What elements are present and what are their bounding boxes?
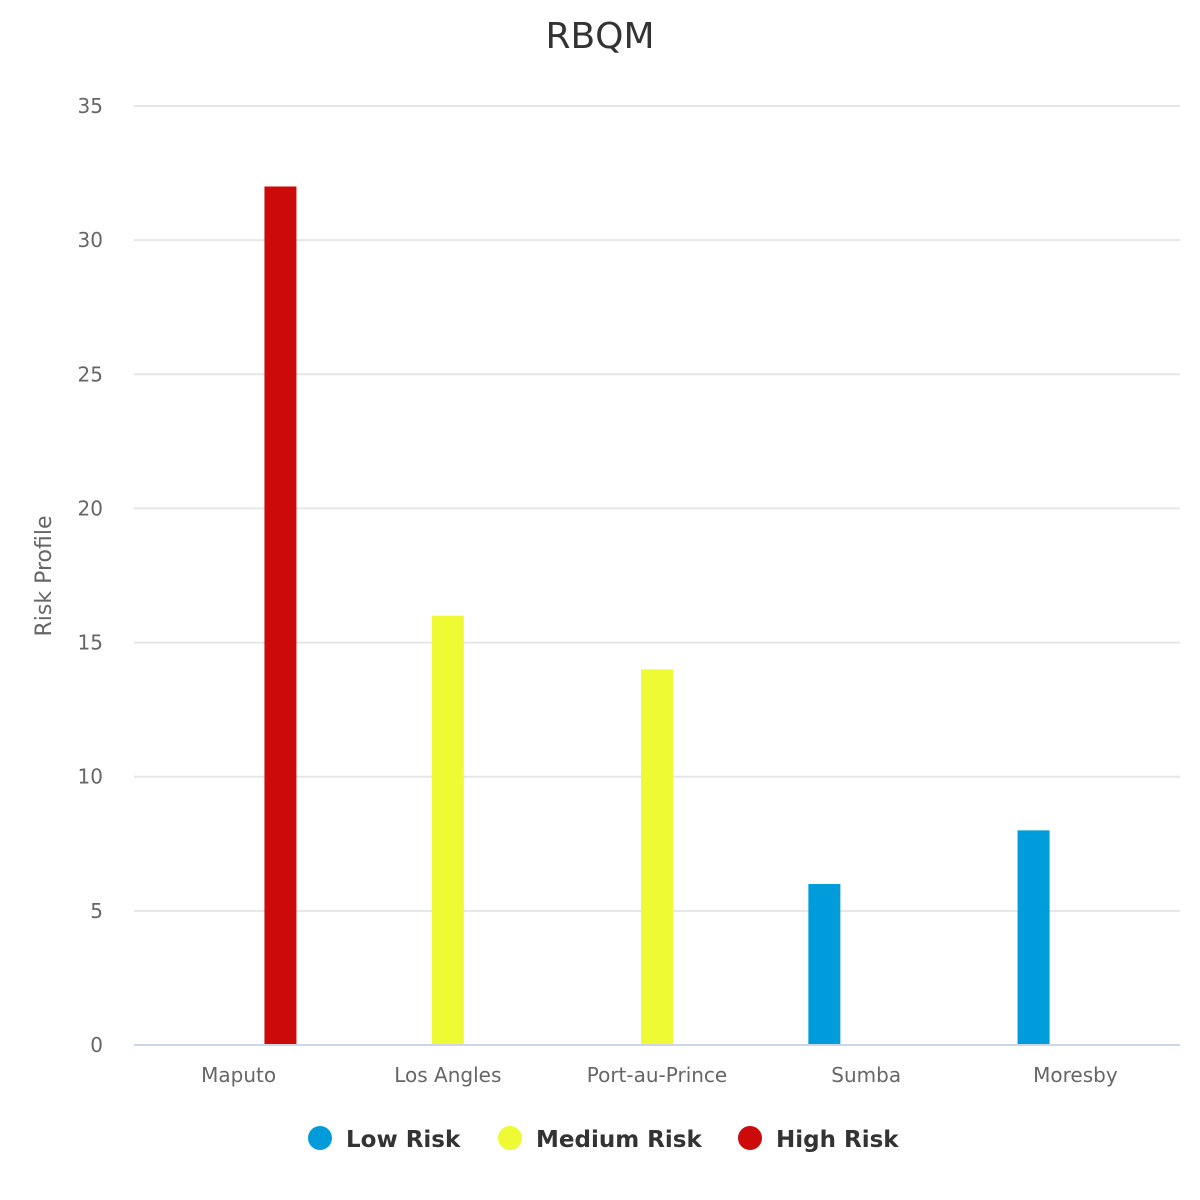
x-category-label: Moresby — [1033, 1063, 1118, 1087]
chart-title: RBQM — [545, 16, 654, 57]
bar-maputo — [264, 186, 297, 1045]
legend-marker — [738, 1126, 762, 1150]
y-axis-label: Risk Profile — [32, 516, 57, 637]
legend-label: Low Risk — [346, 1127, 461, 1153]
x-category-label: Sumba — [831, 1063, 901, 1087]
legend-item-medium-risk[interactable]: Medium Risk — [498, 1126, 702, 1153]
y-tick-label: 25 — [78, 362, 103, 386]
bar-los-angles — [431, 615, 464, 1045]
y-tick-label: 10 — [78, 765, 103, 789]
legend: Low Risk Medium Risk High Risk — [308, 1126, 899, 1153]
legend-marker — [308, 1126, 332, 1150]
legend-item-high-risk[interactable]: High Risk — [738, 1126, 899, 1153]
x-category-label: Maputo — [201, 1063, 276, 1087]
bar-moresby — [1017, 830, 1050, 1045]
gridlines — [134, 105, 1180, 912]
legend-item-low-risk[interactable]: Low Risk — [308, 1126, 461, 1153]
legend-label: Medium Risk — [536, 1127, 702, 1153]
legend-marker — [498, 1126, 522, 1150]
y-tick-label: 15 — [78, 631, 103, 655]
x-category-label: Port-au-Prince — [587, 1063, 727, 1087]
y-tick-label: 5 — [90, 899, 103, 923]
legend-label: High Risk — [776, 1127, 899, 1153]
y-tick-label: 0 — [90, 1033, 103, 1057]
bar-port-au-prince — [641, 669, 673, 1045]
bar-sumba — [808, 884, 841, 1045]
y-tick-label: 30 — [78, 228, 103, 252]
x-category-label: Los Angles — [394, 1063, 501, 1087]
y-axis-ticks: 0 5 10 15 20 25 30 35 — [78, 94, 103, 1057]
x-axis-categories: Maputo Los Angles Port-au-Prince Sumba Mores… — [201, 1063, 1118, 1087]
y-tick-label: 20 — [78, 496, 103, 520]
y-tick-label: 35 — [78, 94, 103, 118]
bars — [264, 186, 1050, 1045]
